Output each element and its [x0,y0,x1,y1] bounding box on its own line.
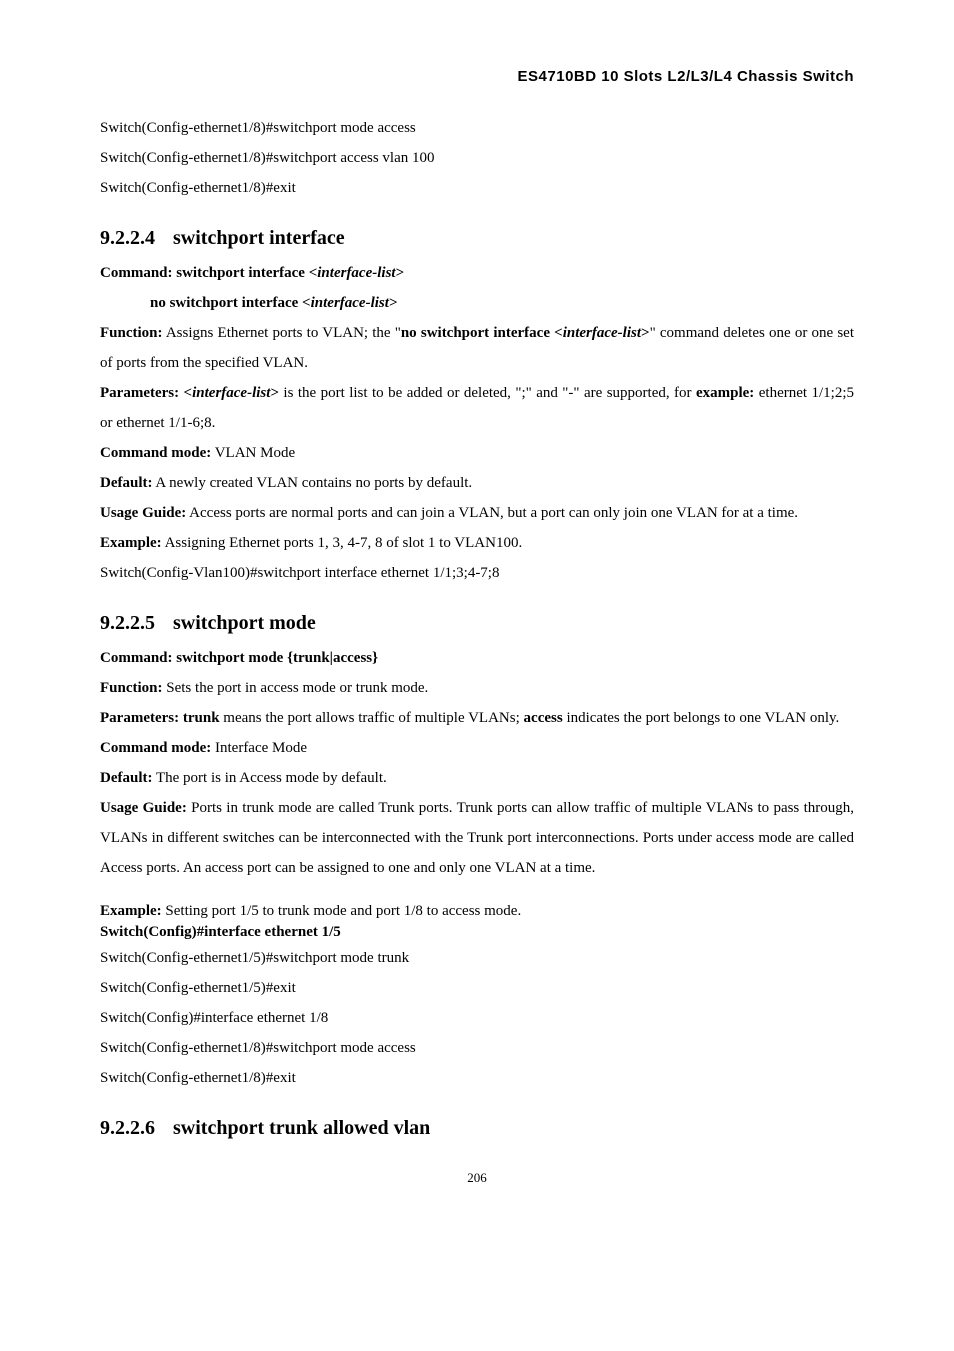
usage-label: Usage Guide: [100,505,186,521]
function-9225: Function: Sets the port in access mode o… [100,673,854,703]
section-9224-title: switchport interface [173,227,345,249]
function-9224: Function: Assigns Ethernet ports to VLAN… [100,318,854,378]
intro-line-1: Switch(Config-ethernet1/8)#switchport mo… [100,113,854,143]
mode-9224: Command mode: VLAN Mode [100,438,854,468]
section-9225-heading: 9.2.2.5 switchport mode [100,612,854,635]
section-9226-heading: 9.2.2.6 switchport trunk allowed vlan [100,1117,854,1140]
function-label: Function: [100,325,163,341]
document-header: ES4710BD 10 Slots L2/L3/L4 Chassis Switc… [100,68,854,85]
switch-line-9225-1: Switch(Config-ethernet1/5)#switchport mo… [100,943,854,973]
example-label-9225: Example: [100,903,162,919]
parameters-9225: Parameters: trunk means the port allows … [100,703,854,733]
mode-9225: Command mode: Interface Mode [100,733,854,763]
section-9225-num: 9.2.2.5 [100,612,155,634]
switch-bold-9225: Switch(Config)#interface ethernet 1/5 [100,922,854,943]
mode-label-9225: Command mode: [100,740,211,756]
section-9225-title: switchport mode [173,612,316,634]
usage-label-9225: Usage Guide: [100,800,187,816]
parameters-label: Parameters: <interface-list> [100,385,279,401]
section-9226-num: 9.2.2.6 [100,1117,155,1139]
usage-9225: Usage Guide: Ports in trunk mode are cal… [100,793,854,883]
example-9225: Example: Setting port 1/5 to trunk mode … [100,901,854,922]
default-9225: Default: The port is in Access mode by d… [100,763,854,793]
switch-line-9224: Switch(Config-Vlan100)#switchport interf… [100,558,854,588]
section-9224-num: 9.2.2.4 [100,227,155,249]
command-9224: Command: switchport interface <interface… [100,258,854,288]
function-label-9225: Function: [100,680,163,696]
switch-line-9225-4: Switch(Config-ethernet1/8)#switchport mo… [100,1033,854,1063]
no-command-9224-label: no switchport interface <interface-list> [150,295,398,311]
example-9224: Example: Assigning Ethernet ports 1, 3, … [100,528,854,558]
section-9226-title: switchport trunk allowed vlan [173,1117,430,1139]
switch-line-9225-5: Switch(Config-ethernet1/8)#exit [100,1063,854,1093]
switch-line-9225-3: Switch(Config)#interface ethernet 1/8 [100,1003,854,1033]
mode-label: Command mode: [100,445,211,461]
intro-line-2: Switch(Config-ethernet1/8)#switchport ac… [100,143,854,173]
parameters-9224: Parameters: <interface-list> is the port… [100,378,854,438]
switch-line-9225-2: Switch(Config-ethernet1/5)#exit [100,973,854,1003]
command-9225-label: Command: switchport mode {trunk|access} [100,650,378,666]
section-9224-heading: 9.2.2.4 switchport interface [100,227,854,250]
default-label-9225: Default: [100,770,153,786]
no-command-9224: no switchport interface <interface-list> [100,288,854,318]
default-label: Default: [100,475,153,491]
command-9225: Command: switchport mode {trunk|access} [100,643,854,673]
default-9224: Default: A newly created VLAN contains n… [100,468,854,498]
page-number: 206 [100,1170,854,1186]
page-container: ES4710BD 10 Slots L2/L3/L4 Chassis Switc… [0,0,954,1226]
example-label: Example: [100,535,162,551]
intro-line-3: Switch(Config-ethernet1/8)#exit [100,173,854,203]
parameters-label-9225: Parameters: trunk [100,710,220,726]
command-9224-label: Command: switchport interface <interface… [100,265,404,281]
usage-9224: Usage Guide: Access ports are normal por… [100,498,854,528]
